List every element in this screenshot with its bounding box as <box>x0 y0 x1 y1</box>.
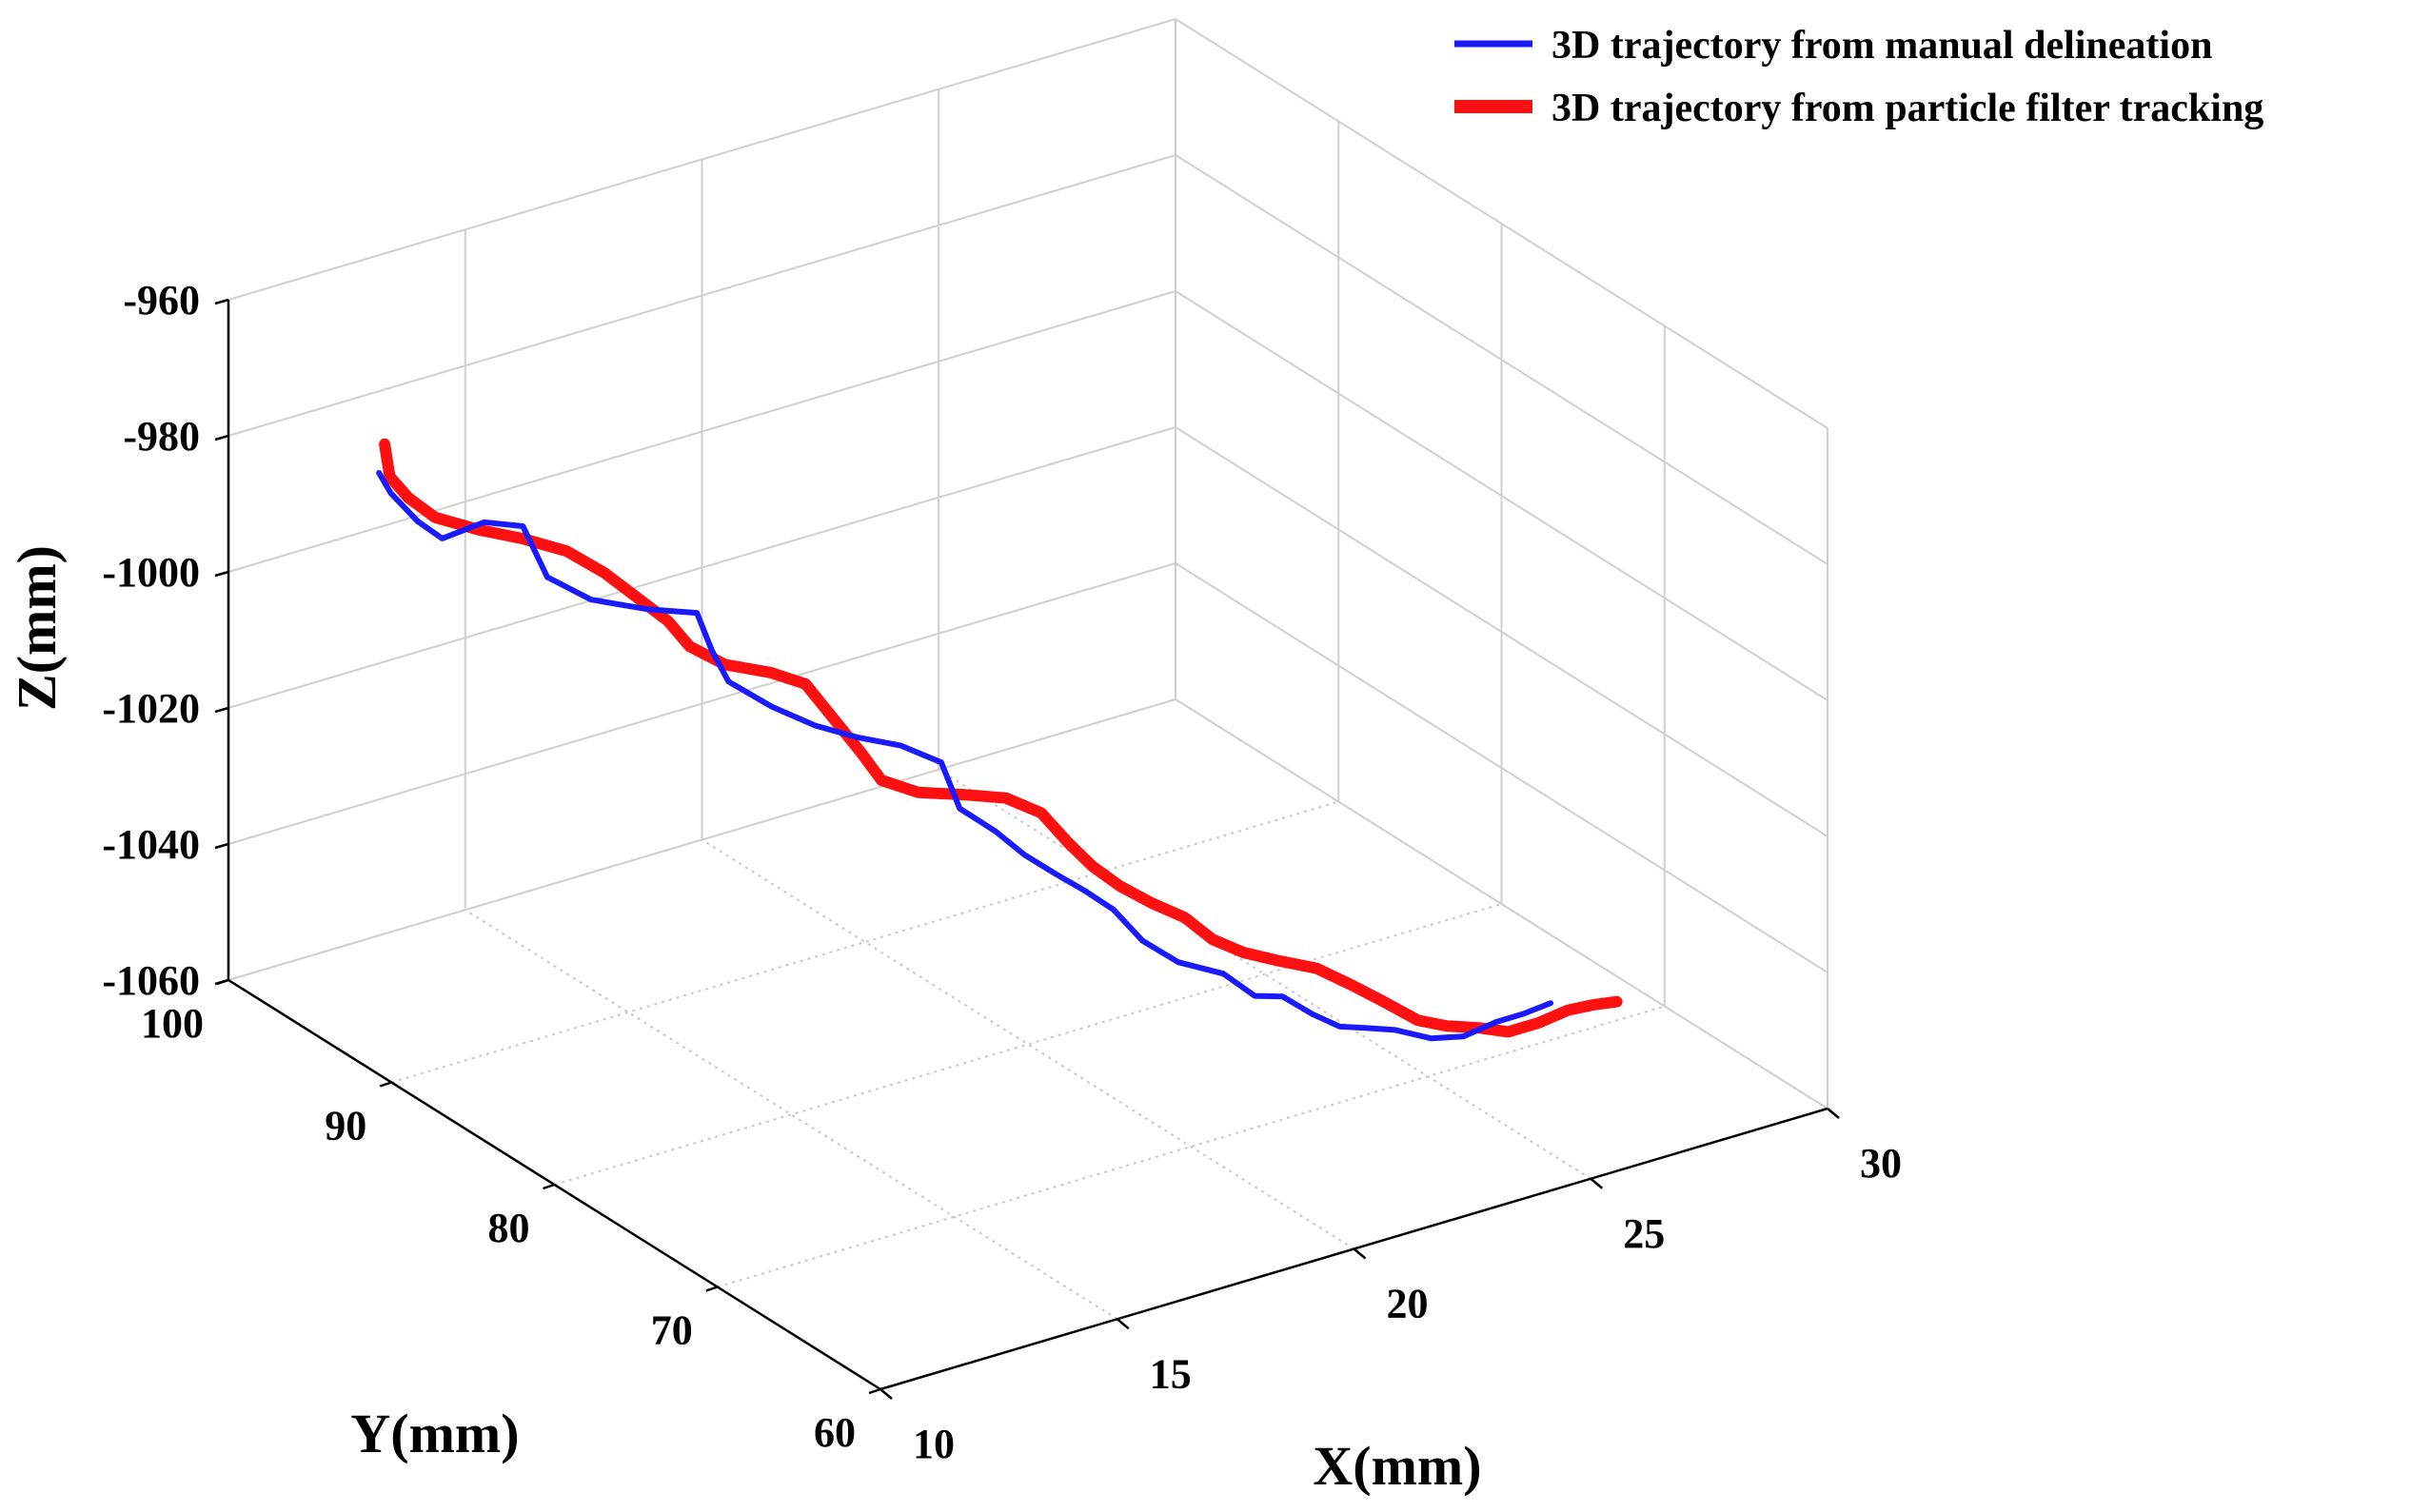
x-axis-title: X(mm) <box>1313 1435 1481 1497</box>
z-tick-mark <box>214 434 229 442</box>
series-layer <box>376 438 1623 1042</box>
floor-gridline-y <box>554 903 1502 1186</box>
x-tick-mark <box>1590 1177 1604 1189</box>
z-tick-label: -1020 <box>102 685 200 732</box>
back-wall-gridline-z <box>227 18 1176 301</box>
series-line-manual-delineation <box>376 470 1554 1042</box>
side-wall-gridline-z <box>1175 426 1828 837</box>
grid-layer <box>227 18 1828 1390</box>
legend-label-particle: 3D trajectory from particle filter track… <box>1551 87 2263 130</box>
y-tick-label: 90 <box>325 1103 366 1149</box>
x-tick-label: 15 <box>1150 1350 1192 1397</box>
y-tick-mark <box>868 1387 881 1395</box>
floor-gridline-y <box>390 800 1339 1084</box>
back-wall-gridline-z <box>227 426 1176 709</box>
z-tick-mark <box>214 842 229 850</box>
back-wall-gridline-z <box>227 290 1176 573</box>
y-tick-label: 80 <box>488 1205 530 1251</box>
y-tick-label: 100 <box>141 1000 204 1047</box>
x-tick-label: 30 <box>1860 1140 1902 1187</box>
back-wall-gridline-z <box>227 698 1176 981</box>
z-tick-label: -960 <box>123 277 200 324</box>
side-wall-gridline-z <box>1175 154 1828 565</box>
y-tick-mark <box>379 1081 392 1088</box>
z-tick-label: -1000 <box>102 549 200 596</box>
z-tick-mark <box>214 570 229 578</box>
z-tick-label: -980 <box>123 413 200 460</box>
back-wall-gridline-z <box>227 154 1176 437</box>
label-layer: 10 15 20 25 30 60 70 80 90 100 -960 -980 -1000 -1020 -… <box>102 277 1902 1467</box>
series-line-particle-filter <box>379 438 1623 1038</box>
z-tick-label: -1060 <box>102 957 200 1004</box>
x-tick-mark <box>880 1388 893 1400</box>
x-tick-mark <box>1827 1108 1840 1119</box>
z-tick-label: -1040 <box>102 821 200 868</box>
back-wall-gridline-z <box>227 562 1176 845</box>
x-tick-mark <box>1116 1318 1130 1330</box>
x-tick-mark <box>1353 1247 1367 1260</box>
floor-gridline-x <box>938 768 1591 1180</box>
side-wall-gridline-z <box>1175 18 1828 429</box>
y-axis-title: Y(mm) <box>350 1403 519 1464</box>
legend: 3D trajectory from manual delineation 3D… <box>1454 24 2263 130</box>
y-tick-mark <box>705 1286 719 1292</box>
side-wall-gridline-z <box>1175 290 1828 701</box>
y-tick-label: 60 <box>814 1409 856 1456</box>
z-tick-mark <box>214 298 229 305</box>
y-tick-mark <box>543 1183 555 1190</box>
floor-gridline-y <box>717 1005 1666 1288</box>
z-axis-title: Z(mm) <box>6 545 68 711</box>
z-tick-mark <box>214 978 229 986</box>
x-tick-label: 10 <box>913 1421 955 1467</box>
y-tick-label: 70 <box>651 1307 693 1354</box>
side-wall-gridline-z <box>1175 698 1828 1109</box>
floor-gridline-x <box>464 909 1118 1321</box>
legend-label-manual: 3D trajectory from manual delineation <box>1551 24 2212 68</box>
x-tick-label: 20 <box>1387 1281 1429 1327</box>
x-tick-label: 25 <box>1623 1210 1665 1257</box>
floor-gridline-x <box>701 838 1355 1250</box>
z-tick-mark <box>214 706 229 714</box>
axis-layer <box>214 298 1840 1400</box>
side-wall-gridline-z <box>1175 562 1828 973</box>
